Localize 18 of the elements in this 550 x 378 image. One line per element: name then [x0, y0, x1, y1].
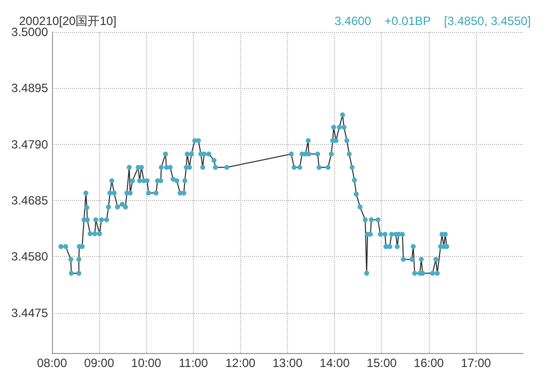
x-tick-label: 12:00: [225, 356, 256, 370]
x-tick-label: 17:00: [460, 356, 492, 370]
x-tick-label: 10:00: [131, 356, 162, 370]
x-tick-label: 11:00: [178, 356, 208, 370]
x-tick-label: 09:00: [84, 356, 114, 370]
y-tick-label: 3.4790: [11, 137, 48, 152]
x-tick-label: 16:00: [414, 356, 444, 370]
y-tick-label: 3.4475: [11, 306, 48, 320]
text: 3.4600 +0.01BP [3.4850, 3.4550]: [334, 14, 531, 28]
y-tick-label: 3.4580: [11, 250, 48, 264]
y-tick-label: 3.4685: [11, 194, 48, 208]
x-tick-label: 14:00: [320, 356, 350, 370]
x-tick-label: 08:00: [36, 356, 68, 370]
x-tick-label: 13:00: [272, 356, 303, 370]
y-tick-label: 3.4895: [11, 81, 48, 96]
x-tick-label: 15:00: [366, 356, 398, 370]
chart-title: 200210[20国开10]: [19, 14, 116, 28]
y-tick-label: 3.5000: [11, 25, 48, 39]
